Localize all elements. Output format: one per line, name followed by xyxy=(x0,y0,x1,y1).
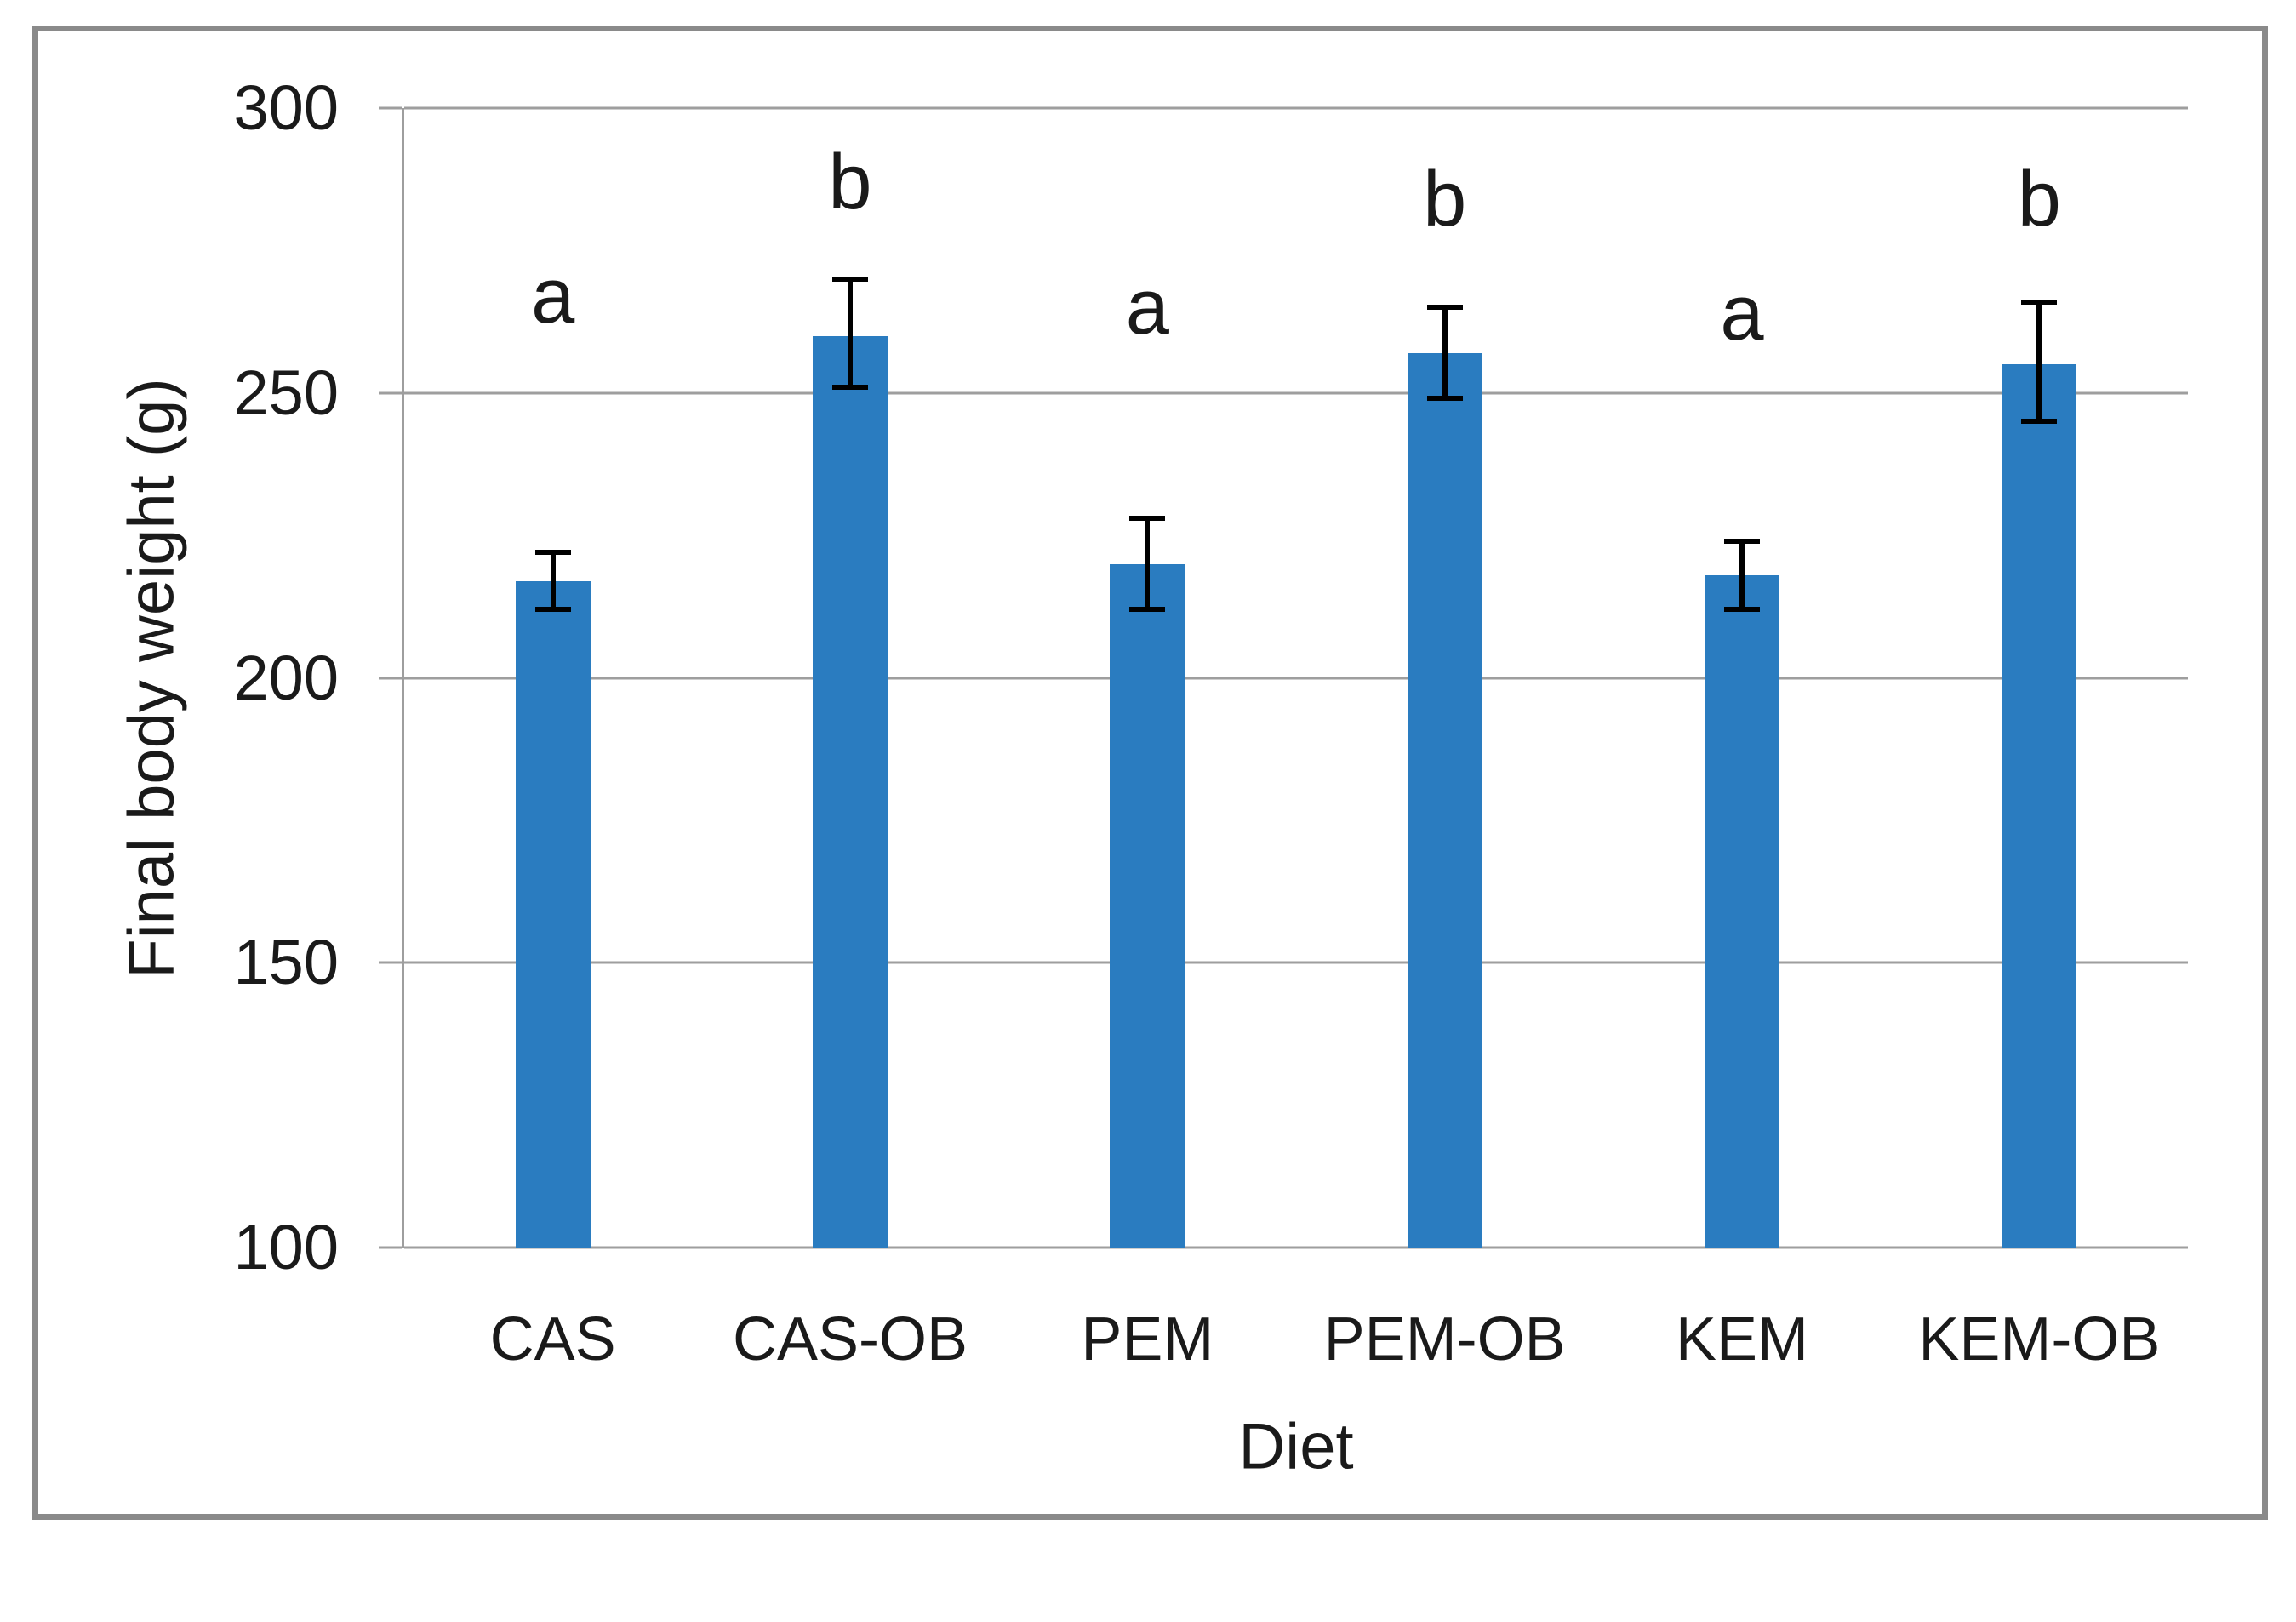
y-tick-label-250: 250 xyxy=(233,357,339,428)
y-axis-tick-150 xyxy=(379,961,402,964)
y-tick-label-200: 200 xyxy=(233,642,339,713)
x-tick-label-pem-ob: PEM-OB xyxy=(1323,1305,1566,1374)
error-bar-line-kem xyxy=(1739,540,1745,610)
plot-area: a b a b a b xyxy=(379,106,2188,1249)
y-axis-tick-100 xyxy=(379,1246,402,1249)
gridline-300 xyxy=(404,106,2188,110)
error-bar-cap-top-pem-ob xyxy=(1426,305,1463,311)
error-bar-cap-bottom-kem-ob xyxy=(2021,419,2058,425)
error-bar-cap-top-cas-ob xyxy=(832,276,868,282)
x-tick-label-kem: KEM xyxy=(1675,1305,1809,1374)
sig-letter-cas: a xyxy=(531,252,575,340)
sig-letter-kem-ob: b xyxy=(2017,156,2061,243)
x-tick-label-cas-ob: CAS-OB xyxy=(732,1305,968,1374)
bar-kem-ob xyxy=(2002,364,2077,1248)
error-bar-cap-bottom-pem-ob xyxy=(1426,396,1463,402)
error-bar-cap-top-cas xyxy=(534,550,571,556)
x-tick-label-pem: PEM xyxy=(1081,1305,1214,1374)
x-tick-label-cas: CAS xyxy=(489,1305,616,1374)
y-axis-tick-250 xyxy=(379,391,402,395)
error-bar-cap-bottom-cas-ob xyxy=(832,385,868,391)
error-bar-cap-top-kem-ob xyxy=(2021,299,2058,305)
error-bar-line-cas-ob xyxy=(848,278,853,388)
x-tick-label-kem-ob: KEM-OB xyxy=(1918,1305,2161,1374)
error-bar-line-pem-ob xyxy=(1442,307,1448,399)
x-axis-title: Diet xyxy=(1238,1410,1354,1483)
sig-letter-pem: a xyxy=(1125,264,1169,351)
error-bar-cap-bottom-pem xyxy=(1129,607,1166,613)
y-axis-tick-200 xyxy=(379,677,402,679)
y-axis-title: Final body weight (g) xyxy=(115,378,188,979)
error-bar-cap-bottom-kem xyxy=(1724,607,1760,613)
bar-cas-ob xyxy=(813,335,888,1248)
bar-cas xyxy=(515,580,591,1248)
gridline-150 xyxy=(404,961,2188,964)
y-tick-label-300: 300 xyxy=(233,72,339,143)
error-bar-cap-top-pem xyxy=(1129,516,1166,522)
sig-letter-cas-ob: b xyxy=(828,139,872,226)
y-axis-tick-300 xyxy=(379,106,402,110)
y-axis-line xyxy=(402,108,404,1248)
gridline-200 xyxy=(404,677,2188,679)
error-bar-cap-top-kem xyxy=(1724,538,1760,544)
error-bar-cap-bottom-cas xyxy=(534,607,571,613)
error-bar-line-cas xyxy=(550,552,556,610)
sig-letter-pem-ob: b xyxy=(1423,156,1467,243)
error-bar-line-kem-ob xyxy=(2036,301,2042,422)
bar-pem-ob xyxy=(1407,352,1482,1248)
bar-pem xyxy=(1110,563,1185,1248)
gridline-250 xyxy=(404,391,2188,395)
bar-kem xyxy=(1705,575,1779,1248)
sig-letter-kem: a xyxy=(1720,270,1764,357)
y-tick-label-150: 150 xyxy=(233,927,339,998)
error-bar-line-pem xyxy=(1145,518,1151,610)
gridline-100 xyxy=(404,1246,2188,1249)
y-tick-label-100: 100 xyxy=(233,1212,339,1282)
